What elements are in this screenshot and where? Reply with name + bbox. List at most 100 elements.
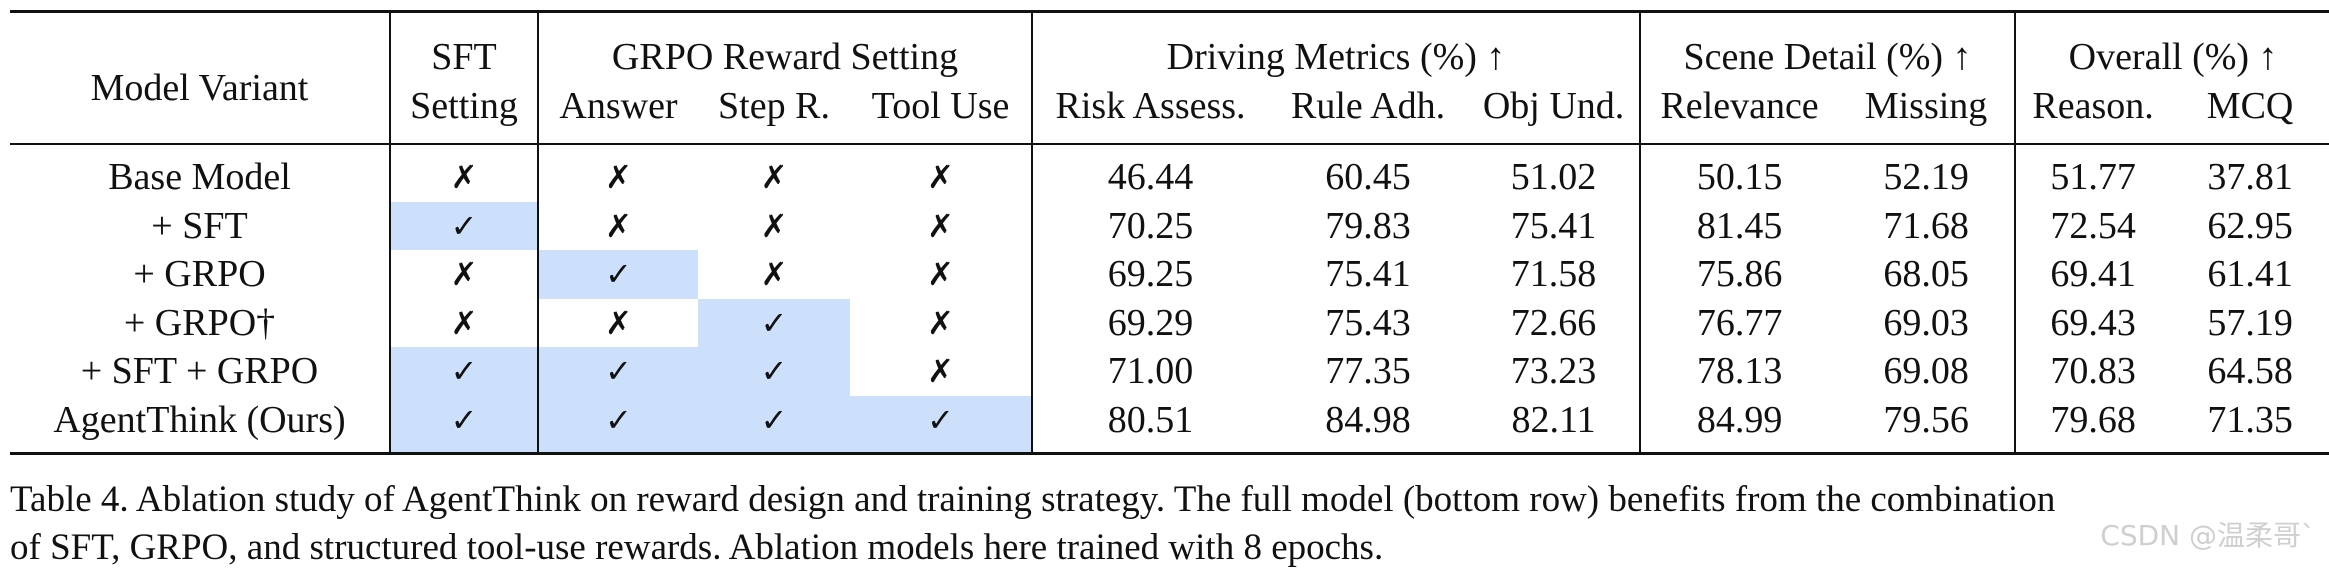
header-tool-use: Tool Use xyxy=(871,85,1010,127)
header-driving-group: Driving Metrics (%) ↑ xyxy=(1031,11,1641,81)
header-risk-assess: Risk Assess. xyxy=(1031,81,1269,144)
cell-tool: ✓ xyxy=(850,395,1033,454)
caption-line-1: Table 4. Ablation study of AgentThink on… xyxy=(10,479,2056,520)
table-row: + SFT + GRPO ✓ ✓ ✓ ✗ 71.00 77.35 73.23 7… xyxy=(10,347,2329,396)
cell-sft: ✓ xyxy=(389,347,538,396)
header-rule-adh: Rule Adh. xyxy=(1290,85,1446,127)
cell-relevance: 75.86 xyxy=(1639,250,1839,299)
cell-tool: ✗ xyxy=(927,206,954,245)
table-row: Base Model ✗ ✗ ✗ ✗ 46.44 60.45 51.02 50.… xyxy=(10,144,2329,202)
cell-sft: ✗ xyxy=(389,250,538,299)
cell-missing: 71.68 xyxy=(1883,204,1969,247)
table-caption: Table 4. Ablation study of AgentThink on… xyxy=(10,476,2310,572)
cell-missing: 68.05 xyxy=(1883,253,1969,296)
ablation-table-wrapper: Model Variant SFT GRPO Reward Setting Dr… xyxy=(10,10,2329,455)
cell-risk: 69.29 xyxy=(1031,298,1269,347)
cell-relevance: 81.45 xyxy=(1639,201,1839,250)
cell-sft: ✗ xyxy=(389,144,538,202)
row-model: Base Model xyxy=(108,156,291,199)
cell-relevance: 76.77 xyxy=(1639,298,1839,347)
cell-risk: 46.44 xyxy=(1031,144,1269,202)
cell-relevance: 50.15 xyxy=(1639,144,1839,202)
cell-answer: ✗ xyxy=(537,144,698,202)
cell-missing: 52.19 xyxy=(1883,156,1969,199)
cell-risk: 71.00 xyxy=(1031,347,1269,396)
cell-step: ✓ xyxy=(698,347,850,396)
cell-risk: 69.25 xyxy=(1031,250,1269,299)
cell-tool: ✗ xyxy=(927,255,954,294)
cell-step: ✗ xyxy=(760,206,788,245)
cell-answer: ✗ xyxy=(537,298,698,347)
cell-obj: 73.23 xyxy=(1510,350,1597,393)
table-row: AgentThink (Ours) ✓ ✓ ✓ ✓ 80.51 84.98 82… xyxy=(10,395,2329,454)
cell-rule: 75.41 xyxy=(1325,253,1411,296)
cell-rule: 84.98 xyxy=(1325,398,1411,441)
cell-mcq: 61.41 xyxy=(2207,253,2293,296)
cell-sft: ✓ xyxy=(389,395,538,454)
cell-missing: 69.08 xyxy=(1883,350,1969,393)
row-model: + GRPO xyxy=(133,253,266,296)
header-mcq: MCQ xyxy=(2206,85,2294,127)
cell-sft: ✓ xyxy=(389,201,538,250)
cell-sft: ✗ xyxy=(389,298,538,347)
cell-reason: 70.83 xyxy=(2014,347,2171,396)
cell-mcq: 37.81 xyxy=(2207,156,2293,199)
cell-mcq: 71.35 xyxy=(2207,398,2293,441)
cell-rule: 75.43 xyxy=(1325,301,1411,344)
cell-answer: ✗ xyxy=(537,201,698,250)
header-obj-und: Obj Und. xyxy=(1482,85,1625,127)
csdn-watermark: CSDN @温柔哥` xyxy=(2100,519,2315,552)
cell-relevance: 78.13 xyxy=(1639,347,1839,396)
ablation-table: Model Variant SFT GRPO Reward Setting Dr… xyxy=(10,10,2329,455)
cell-reason: 51.77 xyxy=(2014,144,2171,202)
header-missing: Missing xyxy=(1864,85,1988,127)
header-sft-line1: SFT xyxy=(389,11,538,81)
cell-rule: 77.35 xyxy=(1325,350,1411,393)
row-model: + GRPO† xyxy=(123,301,276,344)
cell-step: ✗ xyxy=(760,158,788,197)
cell-answer: ✓ xyxy=(537,347,698,396)
table-row: + GRPO ✗ ✓ ✗ ✗ 69.25 75.41 71.58 75.86 6… xyxy=(10,250,2329,299)
header-scene-group: Scene Detail (%) ↑ xyxy=(1639,11,2016,81)
header-model-variant: Model Variant xyxy=(90,67,309,109)
header-overall-group: Overall (%) ↑ xyxy=(2014,11,2329,81)
cell-answer: ✓ xyxy=(537,395,698,454)
header-grpo-group: GRPO Reward Setting xyxy=(536,11,1033,81)
cell-tool: ✗ xyxy=(927,158,954,197)
cell-mcq: 57.19 xyxy=(2207,301,2293,344)
header-relevance: Relevance xyxy=(1639,81,1839,144)
header-step-r: Step R. xyxy=(718,85,830,127)
cell-reason: 79.68 xyxy=(2014,395,2171,454)
cell-rule: 79.83 xyxy=(1325,204,1411,247)
row-model: + SFT + GRPO xyxy=(80,350,319,393)
row-model: AgentThink (Ours) xyxy=(53,398,346,441)
cell-reason: 69.41 xyxy=(2014,250,2171,299)
cell-risk: 80.51 xyxy=(1031,395,1269,454)
header-answer: Answer xyxy=(537,81,698,144)
cell-answer: ✓ xyxy=(537,250,698,299)
caption-line-2: of SFT, GRPO, and structured tool-use re… xyxy=(10,527,1384,568)
cell-step: ✓ xyxy=(698,395,850,454)
cell-obj: 71.58 xyxy=(1510,253,1597,296)
cell-obj: 82.11 xyxy=(1511,398,1596,441)
row-model: + SFT xyxy=(151,204,248,247)
header-row-groups: Model Variant SFT GRPO Reward Setting Dr… xyxy=(10,11,2329,107)
cell-tool: ✗ xyxy=(927,303,954,342)
cell-obj: 51.02 xyxy=(1510,156,1597,199)
cell-reason: 69.43 xyxy=(2014,298,2171,347)
cell-obj: 72.66 xyxy=(1510,301,1597,344)
cell-missing: 69.03 xyxy=(1883,301,1969,344)
header-sft-line2: Setting xyxy=(389,81,538,144)
cell-step: ✓ xyxy=(698,298,850,347)
cell-rule: 60.45 xyxy=(1325,156,1411,199)
cell-step: ✗ xyxy=(760,255,788,294)
cell-missing: 79.56 xyxy=(1883,398,1969,441)
cell-relevance: 84.99 xyxy=(1639,395,1839,454)
header-row-columns: Setting Answer Step R. Tool Use Risk Ass… xyxy=(10,81,2329,144)
cell-mcq: 64.58 xyxy=(2207,350,2293,393)
cell-tool: ✗ xyxy=(927,352,954,391)
cell-risk: 70.25 xyxy=(1031,201,1269,250)
cell-reason: 72.54 xyxy=(2014,201,2171,250)
table-row: + SFT ✓ ✗ ✗ ✗ 70.25 79.83 75.41 81.45 71… xyxy=(10,201,2329,250)
header-reason: Reason. xyxy=(2014,81,2171,144)
